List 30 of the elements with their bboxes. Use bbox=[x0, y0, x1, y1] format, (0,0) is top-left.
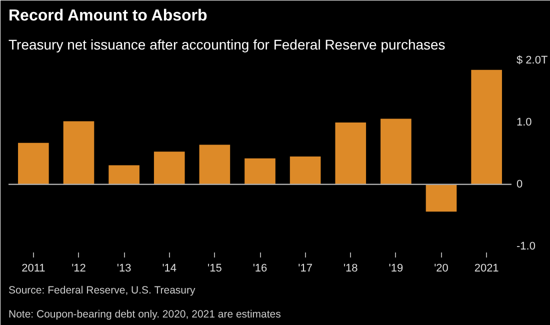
bar bbox=[290, 156, 321, 184]
bar bbox=[154, 152, 185, 184]
y-tick-label: $ 2.0T bbox=[516, 54, 548, 67]
bar bbox=[199, 144, 230, 184]
x-tick-label: '17 bbox=[298, 262, 312, 274]
bar bbox=[426, 184, 457, 212]
bar bbox=[108, 165, 140, 184]
x-tick-label: '18 bbox=[343, 262, 358, 274]
chart-title: Record Amount to Absorb bbox=[8, 8, 208, 24]
bar bbox=[335, 122, 366, 184]
bar bbox=[380, 118, 412, 184]
x-tick-label: '15 bbox=[208, 262, 222, 274]
x-tick-label: '20 bbox=[434, 262, 448, 274]
bar bbox=[63, 121, 94, 184]
text: Note: Coupon-bearing debt only. 2020, 2021 are estimates bbox=[8, 308, 281, 320]
chart-subtitle: Treasury net issuance after accounting for Federal Reserve purchases bbox=[8, 36, 446, 52]
bar bbox=[18, 142, 49, 184]
x-tick-label: '12 bbox=[72, 262, 86, 274]
x-tick-label: '14 bbox=[162, 262, 177, 274]
bar bbox=[471, 70, 502, 184]
y-tick-label: -1.0 bbox=[516, 240, 536, 252]
x-tick-label: 2011 bbox=[22, 262, 46, 274]
y-tick-label: 0 bbox=[516, 178, 523, 190]
x-tick-label: '13 bbox=[116, 262, 132, 274]
x-tick-label: 2021 bbox=[474, 262, 499, 274]
y-tick-label: 1.0 bbox=[516, 116, 532, 128]
bar bbox=[244, 158, 276, 184]
x-tick-label: '16 bbox=[252, 262, 268, 274]
source-note: Source: Federal Reserve, U.S. Treasury bbox=[8, 284, 196, 296]
x-tick-label: '19 bbox=[388, 262, 404, 274]
